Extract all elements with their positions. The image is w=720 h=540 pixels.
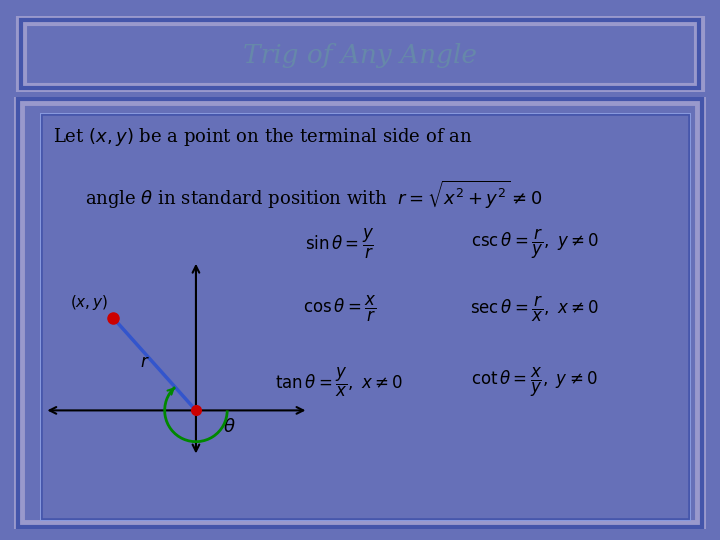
- Text: Trig of Any Angle: Trig of Any Angle: [243, 43, 477, 68]
- Text: $\cos\theta = \dfrac{x}{r}$: $\cos\theta = \dfrac{x}{r}$: [302, 294, 376, 324]
- Text: $\sec\theta = \dfrac{r}{x},\ x \neq 0$: $\sec\theta = \dfrac{r}{x},\ x \neq 0$: [470, 294, 599, 324]
- Text: $\csc\theta = \dfrac{r}{y},\ y \neq 0$: $\csc\theta = \dfrac{r}{y},\ y \neq 0$: [471, 227, 599, 261]
- Text: $r$: $r$: [140, 353, 150, 371]
- Text: $\tan\theta = \dfrac{y}{x},\ x \neq 0$: $\tan\theta = \dfrac{y}{x},\ x \neq 0$: [275, 366, 403, 399]
- Text: angle $\theta$ in standard position with  $r = \sqrt{x^2 + y^2} \neq 0$: angle $\theta$ in standard position with…: [85, 179, 542, 211]
- Text: $\sin\theta = \dfrac{y}{r}$: $\sin\theta = \dfrac{y}{r}$: [305, 227, 374, 261]
- Text: $\cot\theta = \dfrac{x}{y},\ y \neq 0$: $\cot\theta = \dfrac{x}{y},\ y \neq 0$: [472, 366, 598, 399]
- Text: Let $(x, y)$ be a point on the terminal side of an: Let $(x, y)$ be a point on the terminal …: [53, 126, 472, 147]
- Text: $(x, y)$: $(x, y)$: [70, 293, 108, 312]
- Text: $\theta$: $\theta$: [223, 418, 236, 436]
